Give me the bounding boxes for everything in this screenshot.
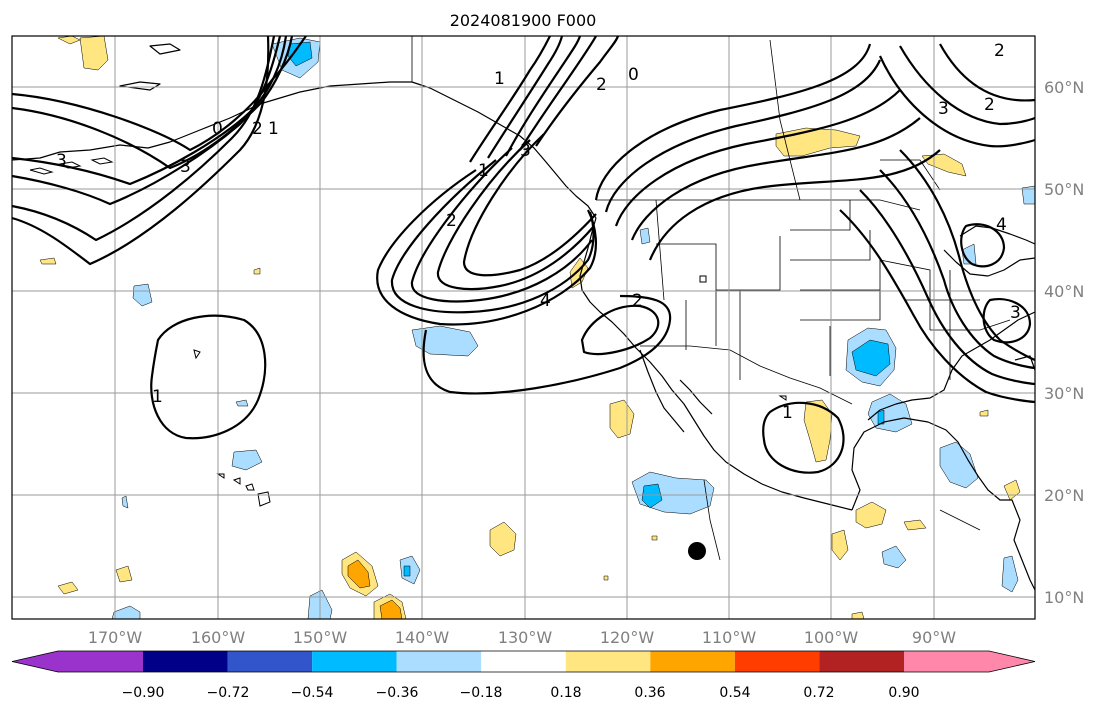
longitude-label: 90°W	[912, 628, 956, 647]
contour-label: 3	[56, 151, 67, 171]
colorbar-segment	[58, 651, 143, 672]
contour-label: 3	[1010, 303, 1021, 323]
political-borders	[411, 36, 1011, 561]
longitude-label: 130°W	[498, 628, 553, 647]
contour-label: 0	[628, 65, 639, 85]
colorbar-segment	[143, 651, 228, 672]
contour-label: 1	[152, 387, 163, 407]
map-title: 2024081900 F000	[450, 11, 597, 30]
colorbar-segment	[650, 651, 735, 672]
colorbar-tick-label: −0.18	[460, 685, 503, 701]
colorbar-tick-label: −0.54	[291, 685, 334, 701]
contour-label: 1	[782, 403, 793, 423]
colorbar-tick-label: 0.54	[719, 685, 750, 701]
longitude-label: 100°W	[804, 628, 859, 647]
longitude-label: 170°W	[88, 628, 143, 647]
longitude-label: 110°W	[702, 628, 757, 647]
longitude-label: 120°W	[600, 628, 655, 647]
latitude-label: 10°N	[1044, 588, 1084, 607]
coastlines	[11, 43, 1036, 591]
graticule	[12, 36, 1035, 619]
colorbar-segment	[904, 651, 989, 672]
latitude-label: 30°N	[1044, 384, 1084, 403]
latitude-label: 60°N	[1044, 78, 1084, 97]
colorbar-extend-min	[12, 651, 58, 672]
contour-label: 2	[994, 41, 1005, 61]
colorbar-ticks: −0.90 −0.72 −0.54 −0.36 −0.18 0.18 0.36 …	[122, 685, 920, 701]
contour-label: 1	[494, 69, 505, 89]
colorbar-segment	[565, 651, 651, 672]
colorbar-segment	[396, 651, 482, 672]
map-panel: 3 3 2 1 0 2 1 1 2 3 4 2 3 0 2 3 4 1 1 2	[11, 35, 1036, 620]
colorbar-tick-label: 0.90	[888, 685, 919, 701]
colorbar-segment	[734, 651, 820, 672]
colorbar-segment	[312, 651, 397, 672]
colorbar-tick-label: 0.36	[634, 685, 665, 701]
longitude-label: 140°W	[395, 628, 450, 647]
contour-label: 2	[596, 75, 607, 95]
storm-marker	[688, 542, 706, 560]
contour-label: 1	[268, 119, 279, 139]
contour-label: 2	[446, 211, 457, 231]
longitude-label: 160°W	[191, 628, 246, 647]
contour-label: 2	[984, 95, 995, 115]
latitude-label: 20°N	[1044, 486, 1084, 505]
contour-label: 3	[938, 99, 949, 119]
contour-label: 4	[996, 215, 1007, 235]
longitude-axis: 170°W 160°W 150°W 140°W 130°W 120°W 110°…	[88, 628, 956, 647]
colorbar-tick-label: 0.18	[550, 685, 581, 701]
colorbar-tick-label: −0.90	[122, 685, 165, 701]
latitude-label: 50°N	[1044, 180, 1084, 199]
colorbar-extend-max	[989, 651, 1035, 672]
colorbar-segment	[227, 651, 313, 672]
contour-label: 0	[212, 119, 223, 139]
contour-label: 4	[540, 291, 551, 311]
contour-label: 3	[180, 157, 191, 177]
colorbar-tick-label: 0.72	[803, 685, 834, 701]
colorbar-tick-label: −0.36	[376, 685, 419, 701]
contour-label: 2	[632, 291, 643, 311]
latitude-axis: 60°N 50°N 40°N 30°N 20°N 10°N	[1044, 78, 1084, 607]
colorbar-segment	[819, 651, 904, 672]
contour-label-group: 3 3 2 1 0 2 1 1 2 3 4 2 3 0 2 3 4 1 1 2	[56, 41, 1021, 423]
colorbar: −0.90 −0.72 −0.54 −0.36 −0.18 0.18 0.36 …	[11, 650, 1036, 701]
contour-label: 1	[478, 161, 489, 181]
contour-label: 3	[520, 141, 531, 161]
longitude-label: 150°W	[293, 628, 348, 647]
colorbar-segments	[11, 650, 1036, 673]
contour-label: 2	[252, 119, 263, 139]
negative-anomaly-shading	[111, 37, 1036, 620]
islands	[29, 157, 787, 507]
contour-lines	[11, 35, 1036, 474]
colorbar-outline	[11, 650, 1036, 673]
colorbar-tick-label: −0.72	[207, 685, 250, 701]
colorbar-segment	[481, 651, 566, 672]
latitude-label: 40°N	[1044, 282, 1084, 301]
